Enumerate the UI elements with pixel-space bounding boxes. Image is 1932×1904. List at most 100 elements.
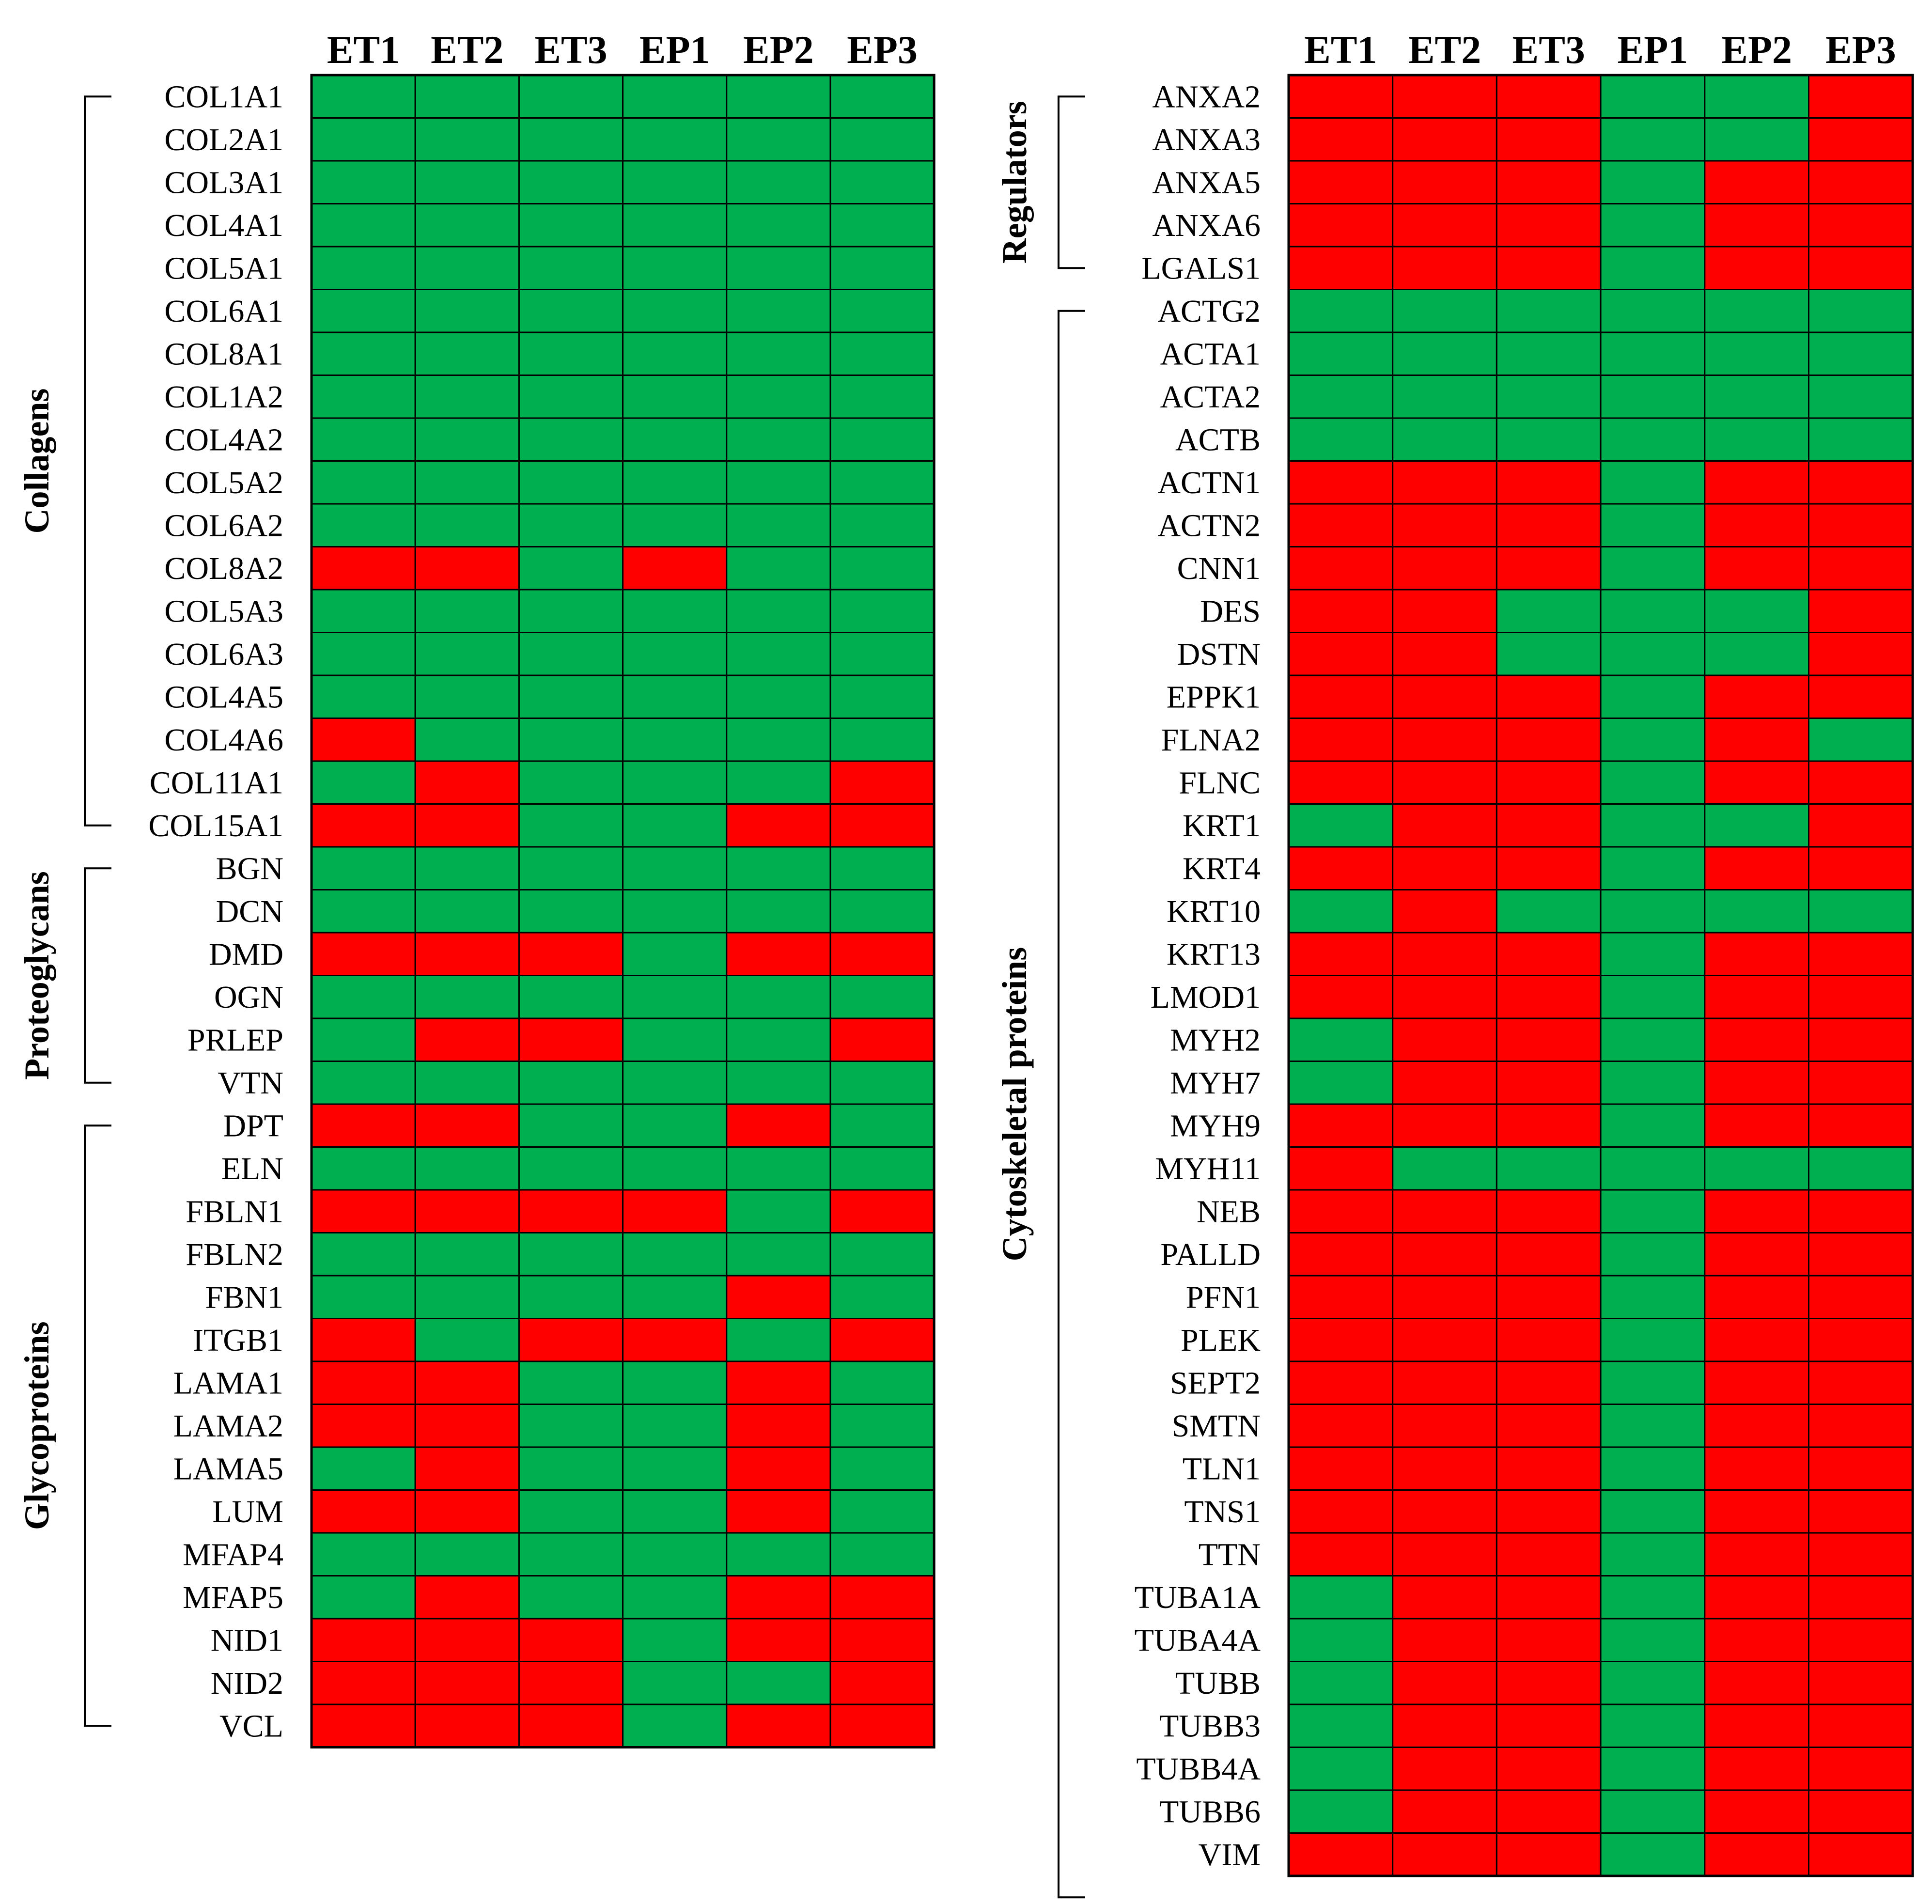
- cell-vim-ep3: [1808, 1832, 1914, 1877]
- cell-col11a1-et2: [414, 760, 520, 805]
- cell-ogn-et1: [311, 975, 416, 1019]
- cell-tubb4a-et2: [1392, 1747, 1497, 1791]
- cell-col1a2-et2: [414, 375, 520, 419]
- cell-prlep-et3: [518, 1017, 624, 1062]
- cell-ttn-ep2: [1704, 1532, 1810, 1576]
- cell-lama1-ep3: [829, 1360, 935, 1405]
- cell-flnc-ep2: [1704, 760, 1810, 805]
- row-label-anxa5: ANXA5: [1152, 165, 1261, 200]
- cell-myh7-ep2: [1704, 1061, 1810, 1105]
- cell-lama5-ep3: [829, 1446, 935, 1491]
- row-label-krt13: KRT13: [1167, 936, 1261, 972]
- cell-neb-et2: [1392, 1189, 1497, 1233]
- cell-myh11-ep3: [1808, 1146, 1914, 1191]
- cell-tubb3-ep2: [1704, 1703, 1810, 1748]
- row-label-col4a2: COL4A2: [164, 422, 283, 457]
- cell-palld-et3: [1496, 1232, 1602, 1277]
- cell-acta1-et1: [1288, 331, 1394, 376]
- cell-dcn-et1: [311, 889, 416, 934]
- cell-krt10-ep1: [1600, 889, 1706, 934]
- group-label-proteoglycans: Proteoglycans: [17, 871, 56, 1080]
- cell-krt13-ep2: [1704, 932, 1810, 976]
- cell-tln1-et3: [1496, 1446, 1602, 1491]
- row-label-tubb6: TUBB6: [1159, 1794, 1261, 1829]
- cell-nid2-et1: [311, 1661, 416, 1705]
- cell-ogn-et2: [414, 975, 520, 1019]
- row-label-flnc: FLNC: [1179, 765, 1261, 800]
- row-label-col6a1: COL6A1: [164, 294, 283, 329]
- cell-col4a2-ep3: [829, 417, 935, 462]
- cell-lama1-et3: [518, 1360, 624, 1405]
- cell-krt10-et1: [1288, 889, 1394, 934]
- cell-neb-et3: [1496, 1189, 1602, 1233]
- cell-col3a1-ep2: [726, 160, 831, 204]
- cell-anxa6-et1: [1288, 203, 1394, 248]
- cell-col2a1-et1: [311, 117, 416, 162]
- cell-flnc-et1: [1288, 760, 1394, 805]
- cell-prlep-et2: [414, 1017, 520, 1062]
- cell-dcn-et3: [518, 889, 624, 934]
- cell-lmod1-et1: [1288, 975, 1394, 1019]
- column-header-et1: ET1: [327, 28, 400, 72]
- cell-mfap5-et1: [311, 1575, 416, 1620]
- cell-col4a1-et3: [518, 203, 624, 248]
- cell-col11a1-ep1: [622, 760, 728, 805]
- cell-col3a1-et2: [414, 160, 520, 204]
- cell-vtn-ep1: [622, 1061, 728, 1105]
- cell-tns1-ep2: [1704, 1489, 1810, 1534]
- row-label-pfn1: PFN1: [1186, 1280, 1261, 1315]
- cell-col1a2-et1: [311, 375, 416, 419]
- cell-anxa6-ep3: [1808, 203, 1914, 248]
- cell-tuba1a-ep1: [1600, 1575, 1706, 1620]
- cell-pfn1-et1: [1288, 1275, 1394, 1319]
- row-label-dcn: DCN: [216, 894, 283, 929]
- cell-itgb1-ep3: [829, 1318, 935, 1362]
- cell-lgals1-ep3: [1808, 246, 1914, 290]
- cell-col4a1-et1: [311, 203, 416, 248]
- cell-vcl-et2: [414, 1703, 520, 1748]
- cell-krt10-et2: [1392, 889, 1497, 934]
- cell-nid2-ep2: [726, 1661, 831, 1705]
- row-label-actg2: ACTG2: [1157, 294, 1261, 329]
- cell-tubb4a-ep2: [1704, 1747, 1810, 1791]
- cell-acta1-ep3: [1808, 331, 1914, 376]
- row-label-col4a6: COL4A6: [164, 722, 283, 758]
- cell-anxa5-et2: [1392, 160, 1497, 204]
- cell-actb-et1: [1288, 417, 1394, 462]
- cell-tubb3-et1: [1288, 1703, 1394, 1748]
- cell-col2a1-et3: [518, 117, 624, 162]
- cell-anxa3-et2: [1392, 117, 1497, 162]
- cell-actn1-et3: [1496, 460, 1602, 505]
- cell-acta2-et2: [1392, 375, 1497, 419]
- cell-actg2-ep1: [1600, 289, 1706, 333]
- cell-ttn-et3: [1496, 1532, 1602, 1576]
- cell-tubb6-et3: [1496, 1789, 1602, 1834]
- cell-lgals1-ep1: [1600, 246, 1706, 290]
- cell-ogn-ep2: [726, 975, 831, 1019]
- cell-col8a2-ep2: [726, 546, 831, 591]
- row-label-nid1: NID1: [211, 1623, 283, 1658]
- cell-nid2-ep1: [622, 1661, 728, 1705]
- cell-col4a5-ep1: [622, 674, 728, 719]
- cell-col4a6-ep2: [726, 718, 831, 762]
- cell-anxa6-et3: [1496, 203, 1602, 248]
- cell-col4a5-et2: [414, 674, 520, 719]
- row-label-ttn: TTN: [1199, 1537, 1261, 1572]
- cell-lmod1-ep1: [1600, 975, 1706, 1019]
- cell-col5a3-et2: [414, 589, 520, 633]
- row-label-tln1: TLN1: [1183, 1451, 1261, 1486]
- cell-tuba1a-et3: [1496, 1575, 1602, 1620]
- cell-eppk1-et3: [1496, 674, 1602, 719]
- cell-smtn-et1: [1288, 1404, 1394, 1448]
- cell-plek-et2: [1392, 1318, 1497, 1362]
- cell-cnn1-et1: [1288, 546, 1394, 591]
- cell-col6a1-et1: [311, 289, 416, 333]
- cell-krt4-ep1: [1600, 846, 1706, 890]
- cell-fbn1-et3: [518, 1275, 624, 1319]
- cell-col4a6-et2: [414, 718, 520, 762]
- cell-eln-et2: [414, 1146, 520, 1191]
- cell-myh9-et1: [1288, 1103, 1394, 1148]
- cell-vim-ep2: [1704, 1832, 1810, 1877]
- cell-smtn-et3: [1496, 1404, 1602, 1448]
